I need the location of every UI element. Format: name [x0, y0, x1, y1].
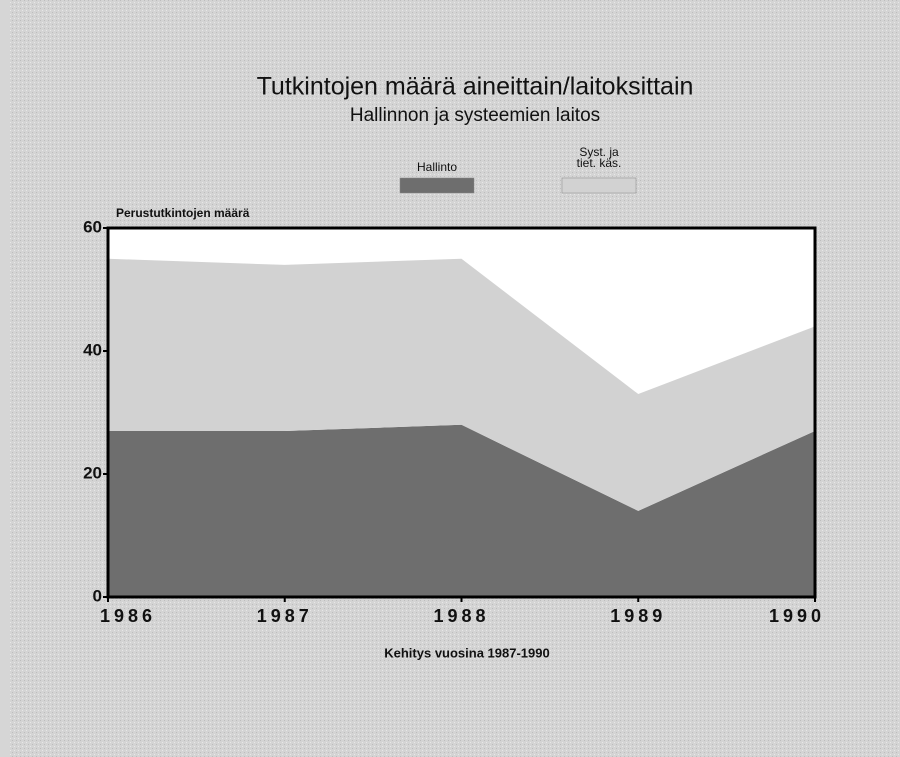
area	[108, 424, 815, 597]
x-tick-label: 1987	[257, 606, 313, 626]
y-tick-label: 0	[93, 586, 102, 605]
x-tick-label: 1988	[433, 606, 489, 626]
chart-title: Tutkintojen määrä aineittain/laitoksitta…	[257, 73, 694, 101]
legend-swatch	[561, 177, 637, 194]
y-tick-label: 40	[83, 340, 102, 359]
x-tick-label: 1989	[610, 606, 666, 626]
chart-subtitle: Hallinnon ja systeemien laitos	[350, 105, 600, 126]
y-axis-title: Perustutkintojen määrä	[116, 206, 250, 220]
legend-swatch	[399, 177, 475, 194]
legend-label: Syst. ja tiet. käs.	[576, 145, 622, 170]
y-tick-label: 60	[83, 217, 102, 236]
x-tick-label: 1990	[769, 606, 825, 626]
area	[108, 258, 815, 511]
x-axis-title: Kehitys vuosina 1987-1990	[384, 645, 549, 660]
y-tick-label: 20	[83, 463, 102, 482]
x-tick-label: 1986	[100, 606, 156, 626]
legend-label: Hallinto	[416, 160, 458, 174]
